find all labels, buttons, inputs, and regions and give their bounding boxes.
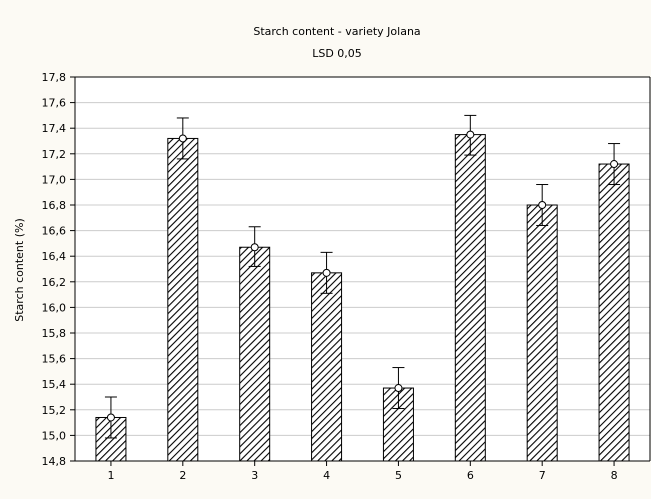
bar-7 xyxy=(526,204,558,462)
x-tick-label: 1 xyxy=(107,469,114,482)
tick-labels: 14,8 15,0 15,2 15,4 15,6 15,8 16,0 16,2 16,4 16,6… xyxy=(42,71,618,482)
bar-2 xyxy=(167,137,199,462)
axes xyxy=(70,76,651,466)
mean-marker-7 xyxy=(538,201,547,209)
bar-4 xyxy=(311,272,343,462)
mean-marker-1 xyxy=(106,413,115,422)
y-tick-label: 15,8 xyxy=(42,327,67,340)
x-tick-label: 5 xyxy=(395,469,402,482)
y-tick-label: 15,4 xyxy=(42,378,67,391)
mean-marker-5 xyxy=(394,384,403,393)
y-tick-label: 15,0 xyxy=(42,429,67,442)
bar-8 xyxy=(598,163,630,462)
y-tick-label: 17,0 xyxy=(42,173,67,186)
x-tick-label: 3 xyxy=(251,469,258,482)
mean-marker-6 xyxy=(466,130,475,139)
y-tick-label: 16,0 xyxy=(42,301,67,314)
y-tick-label: 17,6 xyxy=(42,97,67,110)
x-tick-label: 4 xyxy=(323,469,330,482)
bar-3 xyxy=(239,246,271,462)
error-bars xyxy=(104,114,621,439)
y-tick-label: 14,8 xyxy=(42,455,67,468)
bars xyxy=(95,134,630,462)
mean-marker-2 xyxy=(178,134,187,143)
x-tick-label: 2 xyxy=(179,469,186,482)
y-tick-label: 16,2 xyxy=(42,276,67,289)
y-axis-label: Starch content (%) xyxy=(13,218,26,321)
y-tick-label: 16,6 xyxy=(42,225,67,238)
y-tick-label: 17,2 xyxy=(42,148,67,161)
y-tick-label: 16,8 xyxy=(42,199,67,212)
y-tick-label: 17,8 xyxy=(42,71,67,84)
mean-marker-4 xyxy=(322,268,331,277)
bar-6 xyxy=(454,134,486,462)
plot-area xyxy=(75,77,650,461)
chart-subtitle: LSD 0,05 xyxy=(312,47,362,60)
chart-title: Starch content - variety Jolana xyxy=(253,25,420,38)
x-tick-label: 8 xyxy=(611,469,618,482)
x-tick-label: 7 xyxy=(539,469,546,482)
mean-marker-8 xyxy=(610,160,619,169)
y-tick-label: 15,2 xyxy=(42,404,67,417)
x-tick-label: 6 xyxy=(467,469,474,482)
y-tick-label: 16,4 xyxy=(42,250,67,263)
mean-marker-3 xyxy=(250,243,259,252)
y-tick-label: 15,6 xyxy=(42,353,67,366)
y-tick-label: 17,4 xyxy=(42,122,67,135)
